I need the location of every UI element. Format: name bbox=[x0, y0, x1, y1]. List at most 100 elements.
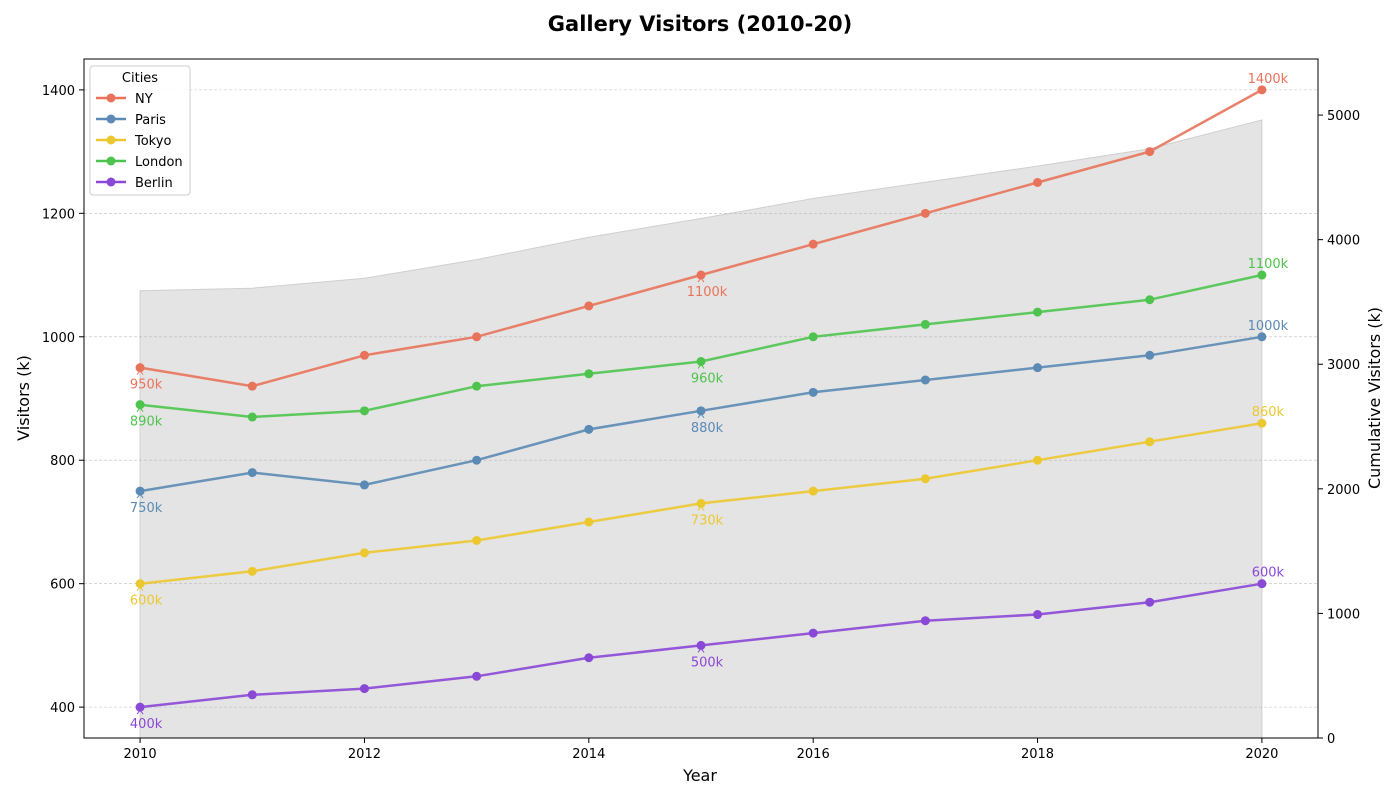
legend-marker-london bbox=[106, 156, 116, 166]
data-point-london bbox=[1033, 307, 1043, 317]
data-label-berlin: 500k bbox=[691, 655, 724, 670]
data-point-berlin bbox=[247, 690, 257, 700]
data-point-paris bbox=[247, 468, 257, 478]
data-point-paris bbox=[696, 406, 706, 416]
data-point-paris bbox=[135, 486, 145, 496]
data-point-ny bbox=[1033, 177, 1043, 187]
annotation-arrow bbox=[136, 709, 144, 715]
data-point-berlin bbox=[135, 702, 145, 712]
legend-marker-tokyo bbox=[106, 135, 116, 145]
legend-marker-paris bbox=[106, 114, 116, 124]
data-point-tokyo bbox=[1145, 437, 1155, 447]
data-point-tokyo bbox=[808, 486, 818, 496]
legend-marker-ny bbox=[106, 93, 116, 103]
annotation-arrow bbox=[136, 406, 144, 412]
data-point-berlin bbox=[359, 684, 369, 694]
data-point-tokyo bbox=[696, 498, 706, 508]
data-point-tokyo bbox=[247, 566, 257, 576]
annotation-arrow bbox=[697, 363, 705, 369]
y-tick-label: 1200 bbox=[42, 207, 75, 222]
x-tick-label: 2014 bbox=[572, 747, 605, 762]
data-point-tokyo bbox=[1033, 455, 1043, 465]
data-point-london bbox=[135, 400, 145, 410]
data-point-london bbox=[472, 381, 482, 391]
data-point-ny bbox=[359, 350, 369, 360]
data-label-london: 1100k bbox=[1248, 257, 1289, 272]
data-point-ny bbox=[808, 239, 818, 249]
data-label-berlin: 600k bbox=[1252, 566, 1285, 581]
data-point-paris bbox=[584, 424, 594, 434]
data-label-paris: 1000k bbox=[1248, 319, 1289, 334]
data-point-berlin bbox=[696, 640, 706, 650]
y2-tick-label: 0 bbox=[1327, 732, 1335, 747]
plot-area: 950k 1100k 1400k 750k 880k 1000k 600k 730k 860k 8… bbox=[42, 58, 1360, 762]
x-axis-label: Year bbox=[682, 766, 717, 785]
annotation-arrow bbox=[136, 493, 144, 499]
x-tick-label: 2010 bbox=[124, 747, 157, 762]
data-point-paris bbox=[1145, 350, 1155, 360]
data-point-ny bbox=[1145, 147, 1155, 157]
annotation-arrow bbox=[697, 647, 705, 653]
y-tick-label: 1000 bbox=[42, 331, 75, 346]
data-point-london bbox=[696, 356, 706, 366]
y-tick-label: 400 bbox=[50, 701, 75, 716]
legend-marker-berlin bbox=[106, 177, 116, 187]
y-tick-label: 800 bbox=[50, 454, 75, 469]
x-tick-label: 2016 bbox=[797, 747, 830, 762]
data-point-ny bbox=[584, 301, 594, 311]
annotation-arrow bbox=[697, 413, 705, 419]
data-label-tokyo: 860k bbox=[1252, 405, 1285, 420]
data-point-paris bbox=[359, 480, 369, 490]
y-tick-label: 1400 bbox=[42, 84, 75, 99]
legend-label-london: London bbox=[135, 155, 183, 170]
data-point-london bbox=[808, 332, 818, 342]
data-point-berlin bbox=[808, 628, 818, 638]
data-label-ny: 1100k bbox=[687, 285, 728, 300]
data-point-london bbox=[247, 412, 257, 422]
data-point-london bbox=[920, 319, 930, 329]
legend-title: Cities bbox=[122, 71, 158, 86]
data-point-tokyo bbox=[920, 474, 930, 484]
data-label-tokyo: 730k bbox=[691, 513, 724, 528]
data-point-london bbox=[1145, 295, 1155, 305]
chart-title: Gallery Visitors (2010-20) bbox=[548, 12, 852, 36]
data-label-london: 890k bbox=[130, 415, 163, 430]
data-point-tokyo bbox=[584, 517, 594, 527]
legend-label-paris: Paris bbox=[135, 113, 166, 128]
data-point-ny bbox=[247, 381, 257, 391]
legend-label-tokyo: Tokyo bbox=[134, 134, 171, 149]
data-point-tokyo bbox=[135, 579, 145, 589]
data-point-tokyo bbox=[472, 535, 482, 545]
data-label-tokyo: 600k bbox=[130, 594, 163, 609]
data-point-paris bbox=[920, 375, 930, 385]
data-point-ny bbox=[135, 363, 145, 373]
x-tick-label: 2018 bbox=[1021, 747, 1054, 762]
data-point-berlin bbox=[1257, 579, 1267, 589]
x-tick-label: 2020 bbox=[1245, 747, 1278, 762]
data-point-ny bbox=[696, 270, 706, 280]
y2-tick-label: 5000 bbox=[1327, 109, 1360, 124]
data-label-berlin: 400k bbox=[130, 717, 163, 732]
data-point-paris bbox=[1033, 363, 1043, 373]
data-point-london bbox=[1257, 270, 1267, 280]
data-point-tokyo bbox=[359, 548, 369, 558]
y2-tick-label: 2000 bbox=[1327, 483, 1360, 498]
data-point-berlin bbox=[472, 671, 482, 681]
y-axis-label: Visitors (k) bbox=[14, 355, 33, 441]
data-point-ny bbox=[920, 208, 930, 218]
annotation-arrow bbox=[136, 585, 144, 591]
y2-tick-label: 4000 bbox=[1327, 234, 1360, 249]
legend: Cities NY Paris Tokyo London Berlin bbox=[89, 65, 191, 196]
annotation-arrow bbox=[136, 369, 144, 375]
data-point-ny bbox=[472, 332, 482, 342]
data-point-berlin bbox=[1145, 597, 1155, 607]
x-tick-label: 2012 bbox=[348, 747, 381, 762]
annotation-arrow bbox=[697, 277, 705, 283]
legend-label-berlin: Berlin bbox=[135, 176, 173, 191]
legend-label-ny: NY bbox=[135, 92, 153, 107]
data-label-paris: 750k bbox=[130, 501, 163, 516]
data-point-london bbox=[359, 406, 369, 416]
data-point-berlin bbox=[920, 616, 930, 626]
data-label-paris: 880k bbox=[691, 421, 724, 436]
data-point-berlin bbox=[1033, 610, 1043, 620]
